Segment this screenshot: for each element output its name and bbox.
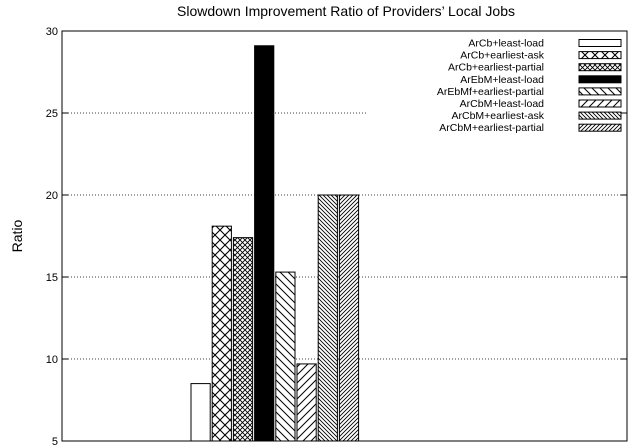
bar-arcb-earliest-ask — [211, 225, 232, 442]
y-tick-label: 25 — [46, 108, 58, 120]
legend: ArCb+least-loadArCb+earliest-askArCb+ear… — [437, 38, 622, 134]
bar-arcb-least-load — [190, 383, 211, 442]
legend-label: ArCbM+earliest-ask — [452, 110, 545, 122]
bar-arcbm-earliest-partial — [338, 194, 360, 442]
legend-swatch — [578, 51, 622, 60]
y-axis-title: Ratio — [9, 219, 25, 252]
y-tick-label: 15 — [46, 272, 58, 284]
y-axis: 5 10 15 20 25 30 — [46, 26, 627, 448]
legend-swatch — [578, 123, 622, 132]
legend-label: ArEbM+least-load — [460, 74, 544, 86]
bar-arcb-earliest-partial — [232, 237, 254, 442]
legend-label: ArCb+earliest-ask — [460, 50, 544, 62]
y-tick-label: 20 — [46, 190, 58, 202]
legend-swatch — [578, 111, 622, 120]
legend-label: ArCbM+least-load — [460, 98, 544, 110]
plot-frame — [61, 30, 628, 442]
legend-label: ArEbMf+earliest-partial — [437, 86, 544, 98]
legend-label: ArCbM+earliest-partial — [439, 122, 544, 134]
bar-arebmf-earliest-partial — [275, 271, 296, 442]
bar-arebm-least-load — [254, 45, 275, 442]
legend-swatch — [578, 75, 622, 84]
legend-swatch — [578, 63, 622, 72]
chart-title: Slowdown Improvement Ratio of Providers’… — [177, 3, 515, 19]
bar-arcbm-least-load — [296, 363, 317, 442]
legend-label: ArCb+least-load — [468, 38, 544, 50]
legend-label: ArCb+earliest-partial — [448, 62, 544, 74]
bar-arcbm-earliest-ask — [317, 194, 338, 442]
y-tick-label: 30 — [46, 26, 58, 38]
bars — [190, 45, 360, 442]
legend-swatch — [578, 87, 622, 96]
y-tick-label: 10 — [46, 354, 58, 366]
y-tick-label: 5 — [52, 436, 58, 448]
legend-swatch — [578, 99, 622, 108]
legend-swatch — [578, 39, 622, 47]
